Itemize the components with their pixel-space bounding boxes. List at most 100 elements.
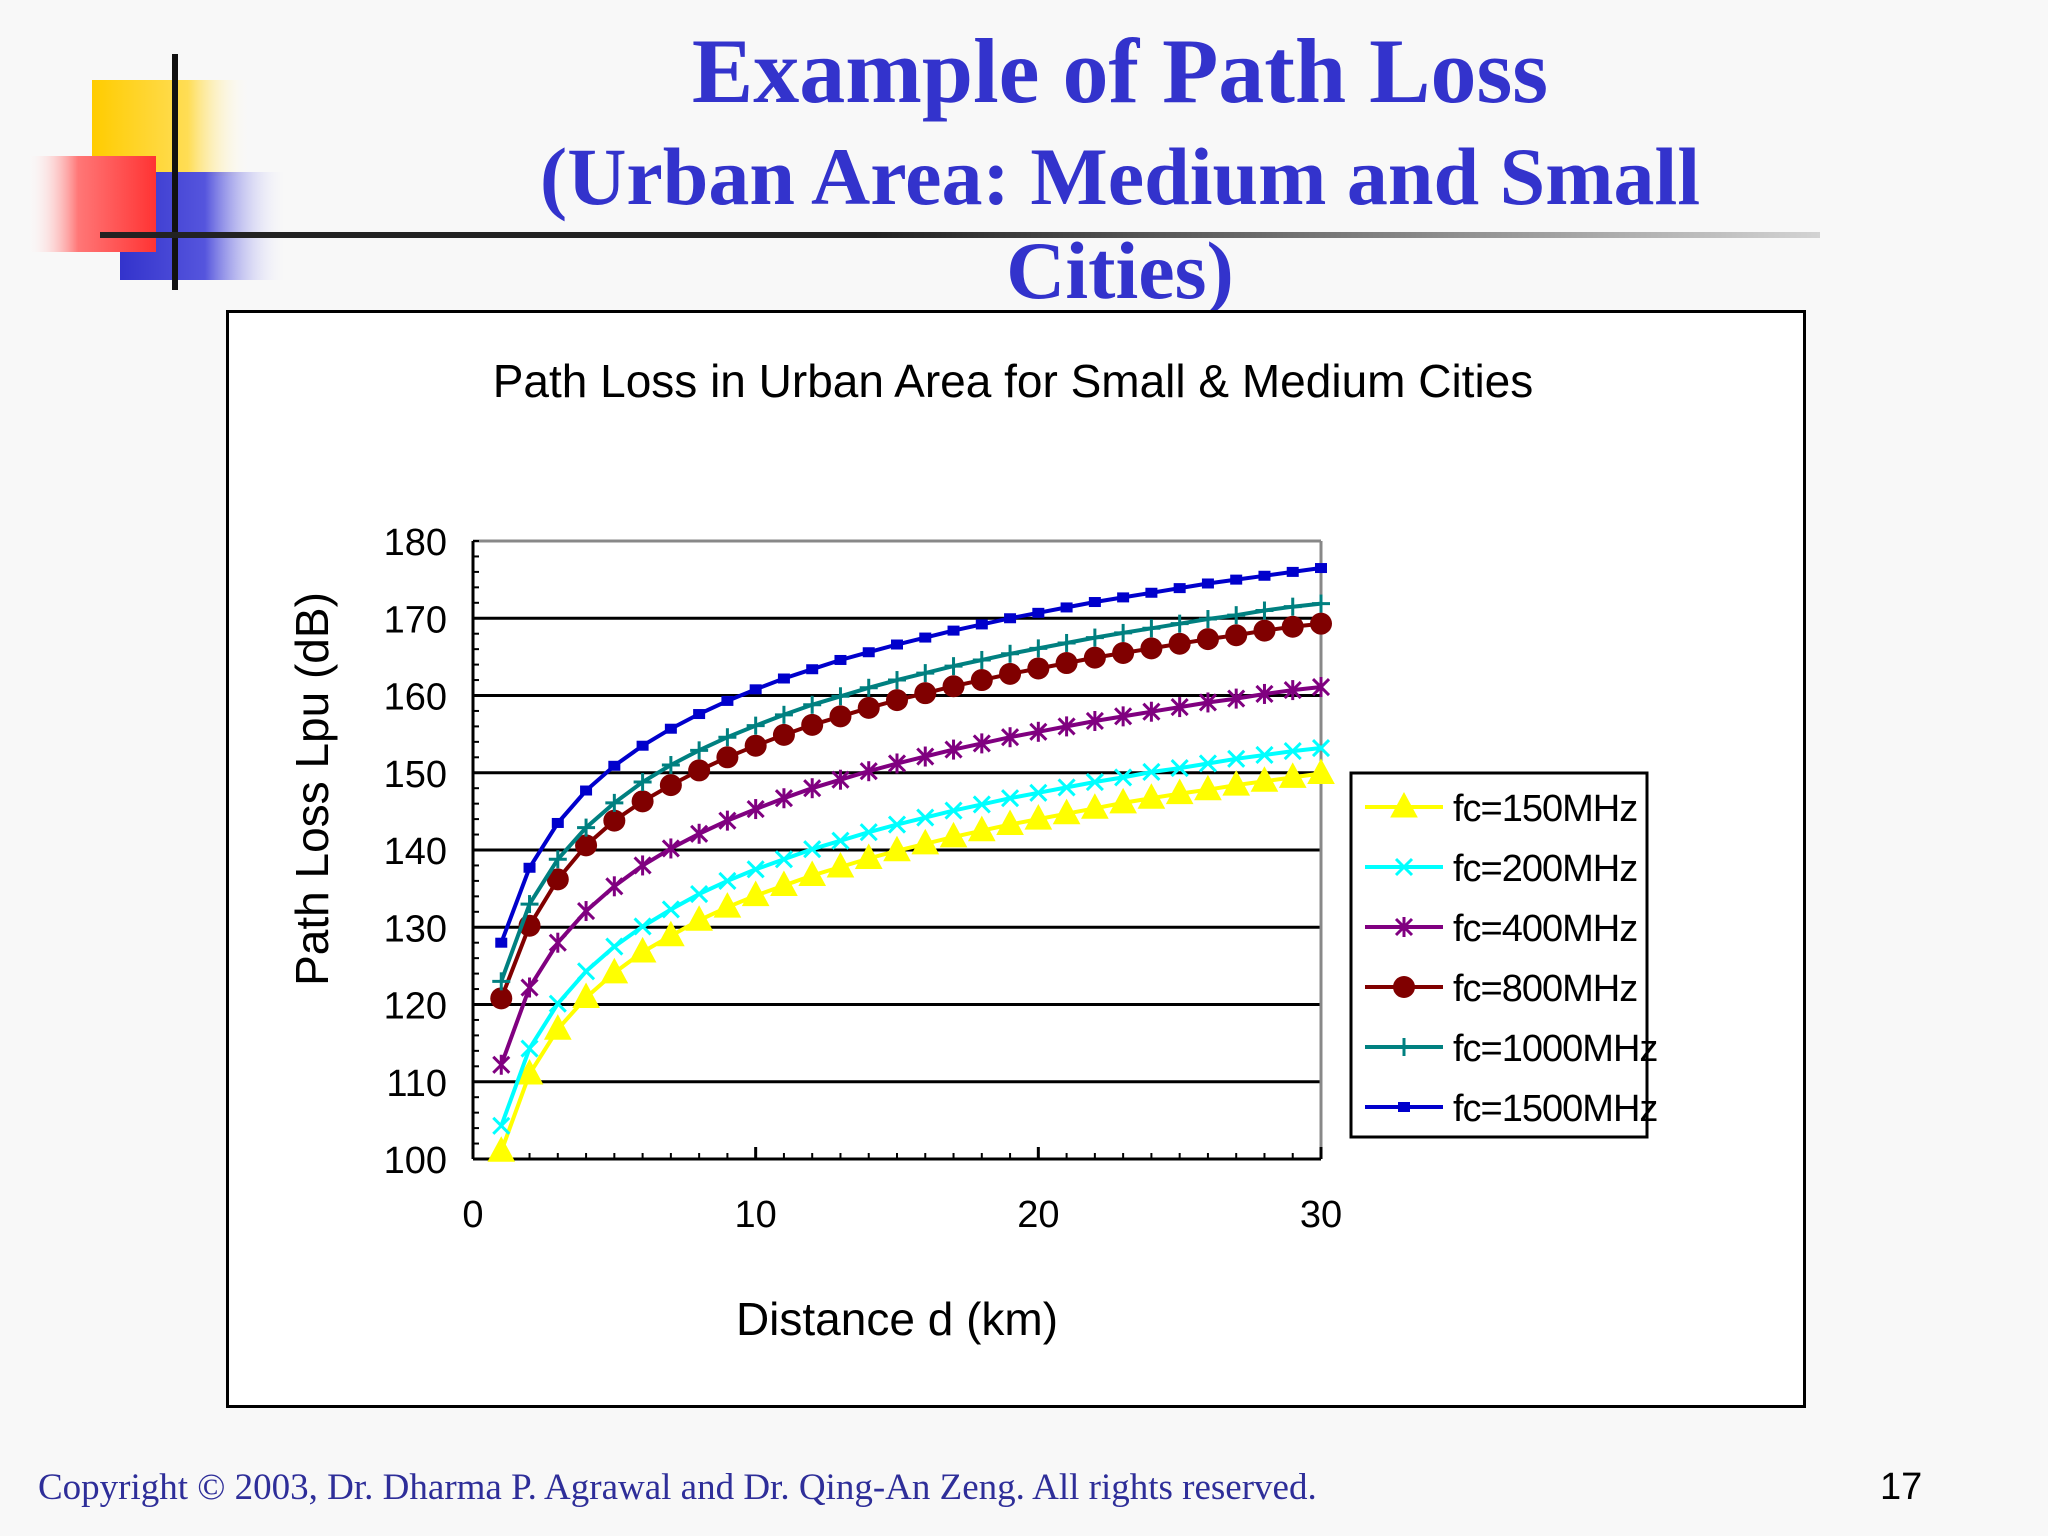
data-point	[746, 799, 765, 820]
data-point	[1052, 798, 1081, 825]
data-point	[1198, 754, 1217, 773]
data-point	[1255, 745, 1274, 765]
data-point	[883, 835, 911, 862]
data-point	[690, 884, 709, 904]
data-point	[1114, 768, 1133, 787]
data-point	[1032, 607, 1045, 618]
data-point	[831, 769, 850, 790]
data-point	[1258, 570, 1271, 581]
page-number: 17	[1880, 1466, 1923, 1508]
data-point	[1201, 578, 1214, 589]
data-point	[746, 716, 765, 735]
data-point	[854, 843, 883, 869]
data-point	[575, 834, 598, 857]
data-point	[693, 709, 706, 720]
data-point	[605, 937, 624, 956]
legend-marker	[1394, 917, 1414, 937]
data-point	[886, 689, 908, 712]
data-point	[1311, 738, 1331, 758]
data-point	[944, 657, 963, 676]
data-point	[746, 860, 765, 879]
data-point	[798, 860, 827, 886]
data-point	[716, 746, 739, 769]
legend-label: fc=200MHz	[1453, 848, 1637, 890]
data-point	[1142, 619, 1161, 638]
data-point	[831, 687, 850, 706]
data-point	[834, 654, 847, 665]
data-point	[492, 1116, 511, 1135]
data-point	[887, 753, 907, 774]
data-point	[492, 972, 511, 991]
y-tick-label: 130	[384, 908, 447, 950]
title-divider	[100, 232, 1820, 238]
data-point	[1085, 710, 1104, 731]
data-point	[631, 790, 654, 813]
data-point	[999, 662, 1022, 685]
data-point	[551, 817, 564, 828]
data-point	[857, 696, 880, 719]
data-point	[713, 892, 742, 918]
data-point	[1057, 778, 1076, 797]
data-point	[859, 678, 878, 697]
data-point	[996, 809, 1024, 836]
data-point	[636, 740, 649, 751]
data-point	[1227, 688, 1246, 709]
data-point	[548, 850, 567, 869]
data-point	[1085, 628, 1104, 647]
data-point	[1283, 742, 1302, 761]
data-point	[972, 650, 991, 669]
data-point	[548, 994, 567, 1013]
legend-label: fc=150MHz	[1453, 788, 1637, 830]
data-point	[803, 695, 822, 714]
data-point	[546, 868, 569, 891]
data-point	[916, 746, 935, 767]
data-point	[685, 905, 713, 931]
data-point	[580, 785, 593, 796]
data-point	[888, 671, 906, 690]
data-point	[1307, 758, 1335, 785]
data-point	[1004, 613, 1017, 624]
data-point	[577, 901, 596, 922]
data-point	[774, 788, 793, 809]
data-point	[1198, 610, 1217, 629]
data-point	[1198, 692, 1217, 713]
data-point	[916, 664, 935, 683]
data-point	[859, 761, 878, 782]
data-point	[1142, 701, 1161, 722]
data-point	[967, 815, 996, 842]
data-point	[657, 920, 685, 947]
data-point	[970, 669, 993, 692]
legend-label: fc=1000MHz	[1453, 1028, 1657, 1070]
data-point	[1109, 787, 1137, 814]
data-point	[718, 728, 737, 747]
copyright-notice: Copyright © 2003, Dr. Dharma P. Agrawal …	[38, 1467, 1317, 1508]
data-point	[803, 840, 822, 859]
data-point	[1001, 644, 1020, 663]
data-point	[633, 855, 652, 876]
data-point	[661, 756, 680, 775]
slide-logo-graphic	[26, 54, 300, 290]
data-point	[770, 870, 798, 897]
data-point	[774, 705, 793, 724]
chart-frame: Path Loss in Urban Area for Small & Medi…	[226, 310, 1806, 1408]
data-point	[690, 741, 709, 760]
data-point	[1283, 597, 1302, 616]
data-point	[633, 917, 652, 936]
data-point	[608, 760, 621, 771]
data-point	[718, 871, 737, 890]
data-point	[572, 982, 600, 1009]
data-point	[577, 818, 596, 837]
data-point	[1170, 697, 1189, 718]
data-point	[1085, 772, 1104, 792]
data-point	[718, 810, 737, 831]
data-point	[1227, 606, 1246, 625]
data-point	[548, 932, 567, 953]
data-point	[1286, 566, 1299, 577]
slide-subtitle: (Urban Area: Medium and Small Cities)	[539, 131, 1701, 316]
data-point	[1227, 749, 1246, 768]
legend-label: fc=1500MHz	[1453, 1088, 1657, 1130]
y-tick-label: 150	[384, 754, 447, 796]
data-point	[862, 647, 875, 658]
x-tick-label: 30	[1300, 1194, 1342, 1236]
data-point	[520, 1039, 539, 1058]
